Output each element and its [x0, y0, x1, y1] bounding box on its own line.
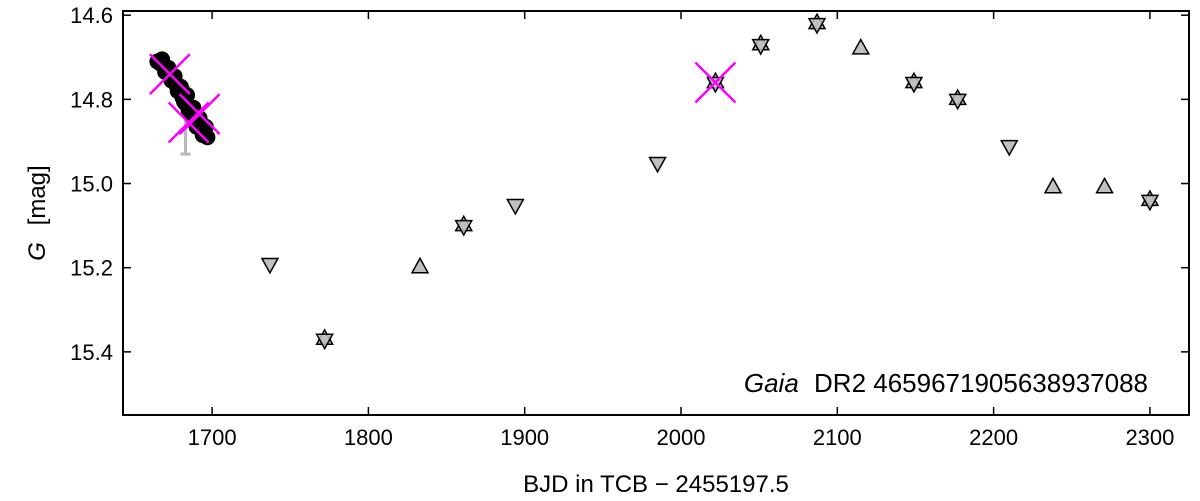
plot-frame: [122, 10, 1190, 416]
down-triangle-marker: [807, 17, 827, 35]
down-triangle-marker: [1140, 194, 1160, 212]
rejected-point-cross: [178, 93, 221, 135]
x-tick-label: 1900: [500, 425, 549, 450]
y-tick-label: 14.8: [70, 87, 113, 112]
dense-data-point: [175, 93, 192, 110]
x-axis-label: BJD in TCB − 2455197.5: [523, 471, 789, 498]
down-triangle-marker: [904, 76, 924, 94]
down-triangle-marker: [648, 156, 667, 174]
down-triangle-marker: [751, 38, 770, 56]
rejected-point-cross: [694, 61, 737, 104]
svg-text:G [mag]: G [mag]: [24, 165, 51, 260]
x-tick-label: 1800: [344, 425, 393, 450]
x-tick-label: 2300: [1125, 425, 1174, 450]
down-triangle-marker: [999, 139, 1019, 157]
y-tick-label: 15.4: [70, 340, 113, 365]
y-tick-label: 14.6: [70, 3, 113, 28]
x-tick-label: 2200: [969, 425, 1018, 450]
y-tick-label: 15.0: [70, 172, 113, 197]
up-triangle-marker: [1043, 176, 1063, 194]
axis-ticks: 1700 1800 1900 2000 2100 2200 2300 14.6 14.8 15.0…: [70, 3, 1189, 450]
y-axis-symbol: G: [24, 242, 51, 261]
y-axis-unit: [mag]: [24, 165, 51, 225]
annotation-id: DR2 4659671905638937088: [814, 368, 1148, 398]
down-triangle-marker: [506, 198, 525, 216]
source-id-annotation: Gaia DR2 4659671905638937088: [744, 368, 1148, 398]
up-triangle-marker: [410, 256, 430, 274]
x-tick-label: 2100: [813, 425, 862, 450]
y-axis-label: G [mag]: [24, 165, 51, 260]
rejected-point-cross: [149, 53, 191, 96]
down-triangle-marker: [706, 76, 725, 94]
data-layer: [149, 12, 1160, 351]
down-triangle-marker: [315, 333, 334, 351]
down-triangle-marker: [454, 219, 474, 237]
y-tick-label: 15.2: [70, 256, 113, 281]
rejected-point-cross: [167, 101, 210, 144]
x-tick-label: 2000: [657, 425, 706, 450]
up-triangle-marker: [851, 37, 871, 55]
x-tick-label: 1700: [188, 425, 237, 450]
up-triangle-marker: [1095, 176, 1114, 194]
down-triangle-marker: [948, 93, 967, 111]
down-triangle-marker: [260, 257, 280, 275]
annotation-gaia: Gaia: [744, 368, 799, 398]
